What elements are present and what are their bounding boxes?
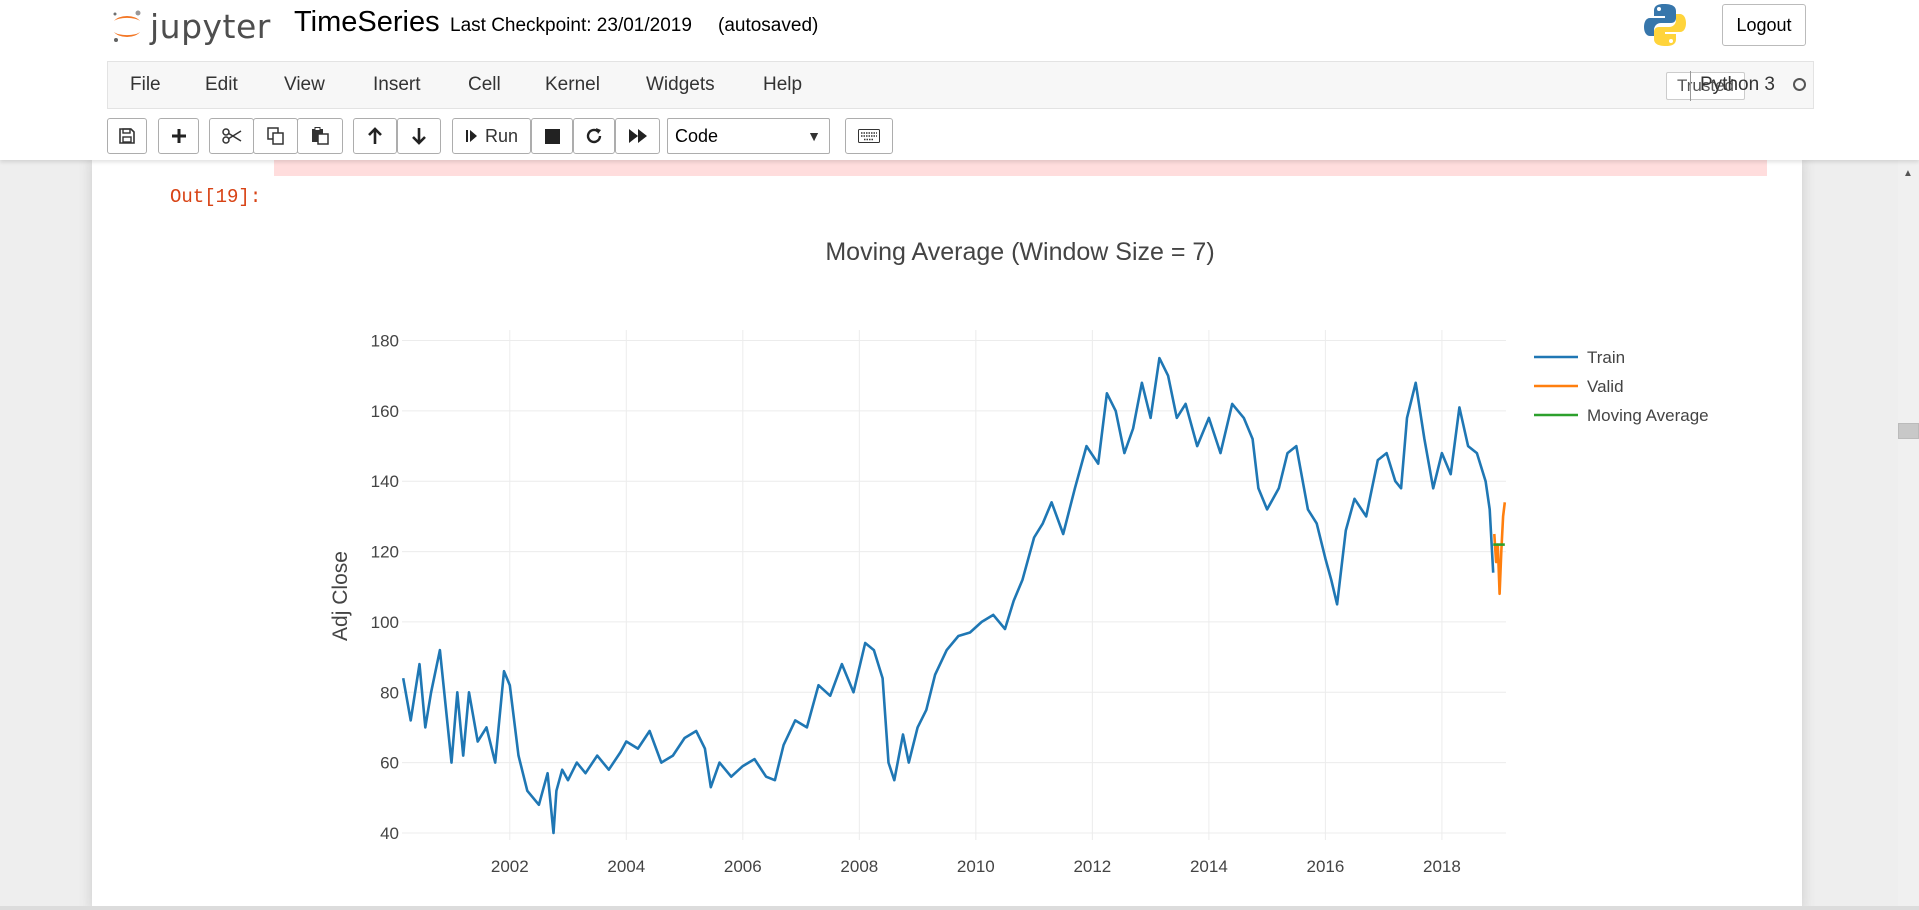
x-tick-label: 2016	[1306, 857, 1344, 876]
menu-insert[interactable]: Insert	[373, 74, 421, 95]
menu-file[interactable]: File	[130, 74, 161, 95]
menu-view[interactable]: View	[284, 74, 325, 95]
copy-icon	[266, 127, 284, 145]
legend-entry: Moving Average	[1587, 406, 1709, 425]
scroll-up-arrow-icon[interactable]: ▲	[1903, 168, 1913, 179]
checkpoint-status: Last Checkpoint: 23/01/2019	[450, 15, 692, 36]
autosave-status: (autosaved)	[718, 15, 819, 36]
jupyter-logo-text: jupyter	[150, 6, 271, 46]
kernel-name[interactable]: Python 3	[1700, 74, 1775, 95]
menu-edit[interactable]: Edit	[205, 74, 238, 95]
keyboard-icon	[858, 129, 880, 143]
y-axis-label: Adj Close	[329, 551, 352, 641]
x-tick-label: 2012	[1073, 857, 1111, 876]
legend-entry: Valid	[1587, 377, 1624, 396]
copy-cells-button[interactable]	[253, 118, 298, 154]
save-button[interactable]	[107, 118, 147, 154]
chart-tick-labels: 40 60 80 100 120 140 160 180 2002 2004 2006 2008 201…	[371, 332, 1461, 876]
menubar: File Edit View Insert Cell Kernel Widget…	[107, 61, 1814, 109]
command-palette-button[interactable]	[845, 118, 893, 154]
notebook-name[interactable]: TimeSeries	[294, 6, 440, 38]
chart-legend[interactable]: Train Valid Moving Average	[1534, 348, 1709, 425]
move-down-button[interactable]	[397, 118, 441, 154]
notebook-header: jupyter TimeSeries Last Checkpoint: 23/0…	[0, 0, 1919, 160]
chart-grid	[402, 330, 1506, 840]
x-tick-label: 2014	[1190, 857, 1228, 876]
paste-icon	[312, 127, 329, 145]
y-tick-label: 120	[371, 543, 399, 562]
menu-cell[interactable]: Cell	[468, 74, 501, 95]
kernel-divider	[1690, 71, 1691, 101]
stderr-output-strip	[274, 160, 1767, 176]
insert-cell-button[interactable]	[158, 118, 199, 154]
x-tick-label: 2004	[607, 857, 645, 876]
menu-kernel[interactable]: Kernel	[545, 74, 600, 95]
series-line-train	[401, 356, 1495, 835]
paste-cells-button[interactable]	[297, 118, 343, 154]
move-up-button[interactable]	[353, 118, 397, 154]
x-tick-label: 2006	[724, 857, 762, 876]
notebook-container	[92, 160, 1802, 910]
jupyter-logo[interactable]: jupyter	[110, 4, 271, 48]
save-icon	[119, 128, 135, 144]
dropdown-arrow-icon: ▼	[807, 128, 821, 144]
y-tick-label: 160	[371, 402, 399, 421]
y-tick-label: 60	[380, 754, 399, 773]
menu-widgets[interactable]: Widgets	[646, 74, 715, 95]
x-tick-label: 2018	[1423, 857, 1461, 876]
vertical-scrollbar[interactable]	[1898, 160, 1919, 910]
x-tick-label: 2010	[957, 857, 995, 876]
restart-icon	[586, 128, 602, 144]
scrollbar-thumb[interactable]	[1898, 423, 1919, 439]
arrow-down-icon	[412, 128, 426, 145]
logout-button[interactable]: Logout	[1722, 4, 1806, 46]
menu-help[interactable]: Help	[763, 74, 803, 95]
restart-run-all-button[interactable]	[615, 118, 660, 154]
restart-kernel-button[interactable]	[573, 118, 615, 154]
fast-forward-icon	[628, 129, 647, 143]
scissors-icon	[221, 128, 241, 144]
series-line-valid	[1493, 502, 1507, 596]
y-tick-label: 100	[371, 613, 399, 632]
run-button-label: Run	[484, 125, 519, 146]
y-tick-label: 80	[380, 683, 399, 702]
bottom-border	[0, 906, 1919, 910]
plus-icon	[171, 129, 186, 143]
arrow-up-icon	[368, 127, 382, 144]
y-tick-label: 140	[371, 472, 399, 491]
stop-icon	[544, 128, 560, 144]
python-logo-icon	[1644, 4, 1686, 46]
x-tick-label: 2002	[491, 857, 529, 876]
trusted-indicator[interactable]: Trusted	[1666, 72, 1746, 100]
chart-series-lines	[401, 356, 1507, 835]
x-tick-label: 2008	[840, 857, 878, 876]
y-tick-label: 180	[371, 332, 399, 351]
interrupt-kernel-button[interactable]	[531, 118, 573, 154]
cell-type-select[interactable]: Code ▼	[667, 118, 830, 154]
jupyter-logo-icon	[113, 10, 141, 42]
run-button[interactable]: Run	[452, 118, 531, 154]
cut-cells-button[interactable]	[209, 118, 254, 154]
cell-type-value: Code	[675, 125, 719, 146]
y-tick-label: 40	[380, 824, 399, 843]
step-forward-icon	[465, 130, 477, 142]
output-prompt: Out[19]:	[170, 186, 262, 208]
kernel-idle-icon	[1793, 78, 1806, 91]
chart-title: Moving Average (Window Size = 7)	[825, 238, 1214, 266]
legend-entry: Train	[1587, 348, 1625, 367]
